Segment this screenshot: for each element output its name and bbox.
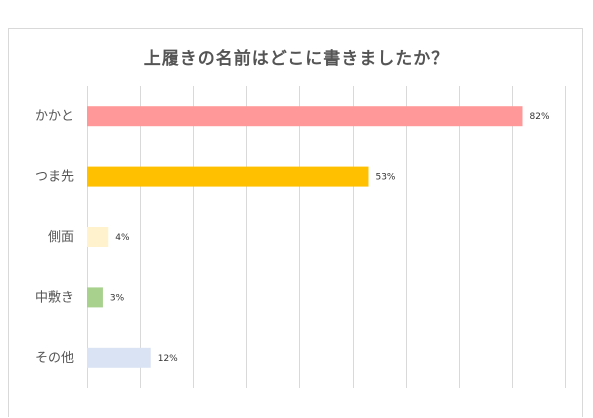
bar	[87, 347, 151, 368]
category-label: かかと	[35, 109, 74, 124]
data-label: 53%	[375, 173, 395, 183]
bar	[87, 166, 369, 187]
bar	[87, 106, 523, 127]
category-label: 側面	[48, 230, 74, 245]
category-label: つま先	[35, 170, 74, 185]
category-label: その他	[35, 351, 74, 366]
bar	[87, 227, 109, 247]
data-label: 4%	[115, 233, 130, 243]
bar	[87, 287, 103, 308]
data-label: 82%	[530, 112, 550, 122]
data-label: 12%	[158, 354, 178, 364]
chart-title: 上履きの名前はどこに書きましたか？	[143, 49, 450, 69]
category-label: 中敷き	[35, 290, 74, 305]
data-label: 3%	[110, 293, 125, 303]
